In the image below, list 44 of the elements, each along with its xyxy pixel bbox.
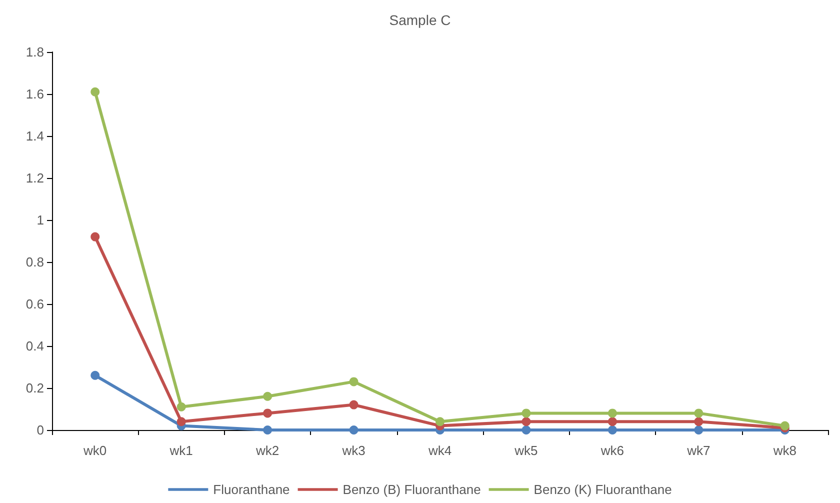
y-tick-label: 1.8 <box>26 44 44 60</box>
x-tick-label: wk8 <box>772 443 796 458</box>
x-tick-label: wk4 <box>427 443 452 458</box>
y-tick-label: 0 <box>36 422 44 438</box>
point <box>608 417 617 426</box>
y-tick-label: 0.6 <box>26 296 44 312</box>
point <box>349 377 358 386</box>
x-tick-label: wk7 <box>686 443 710 458</box>
y-tick-label: 1 <box>36 212 44 228</box>
point <box>694 417 704 426</box>
point <box>522 417 531 426</box>
point <box>263 392 272 401</box>
point <box>263 426 272 434</box>
point <box>90 87 100 96</box>
point <box>176 417 186 426</box>
y-tick-label: 1.4 <box>26 128 44 144</box>
y-tick-label: 1.6 <box>26 86 44 102</box>
y-tick-label: 0.4 <box>26 338 44 354</box>
legend-label: Benzo (B) Fluoranthane <box>342 482 481 497</box>
legend-label: Benzo (K) Fluoranthane <box>534 482 672 497</box>
y-tick-label: 0.2 <box>26 380 44 396</box>
point <box>436 417 444 426</box>
point <box>608 408 617 418</box>
x-tick-label: wk1 <box>168 443 193 458</box>
point <box>694 426 704 434</box>
x-tick-label: wk6 <box>600 443 624 458</box>
legend-label: Fluoranthane <box>213 482 290 497</box>
y-tick-label: 0.8 <box>26 254 44 270</box>
x-tick-label: wk3 <box>341 443 366 458</box>
point <box>608 426 617 434</box>
point <box>694 408 704 418</box>
point <box>263 408 272 418</box>
point <box>349 400 358 410</box>
x-tick-label: wk5 <box>514 443 538 458</box>
chart-title: Sample C <box>389 12 451 28</box>
x-tick-label: wk0 <box>82 443 107 458</box>
point <box>176 402 186 412</box>
point <box>522 408 531 418</box>
point <box>90 370 100 380</box>
point <box>349 426 358 434</box>
y-tick-label: 1.2 <box>26 170 44 186</box>
point <box>90 232 100 242</box>
point <box>522 426 531 434</box>
x-tick-label: wk2 <box>254 443 280 458</box>
